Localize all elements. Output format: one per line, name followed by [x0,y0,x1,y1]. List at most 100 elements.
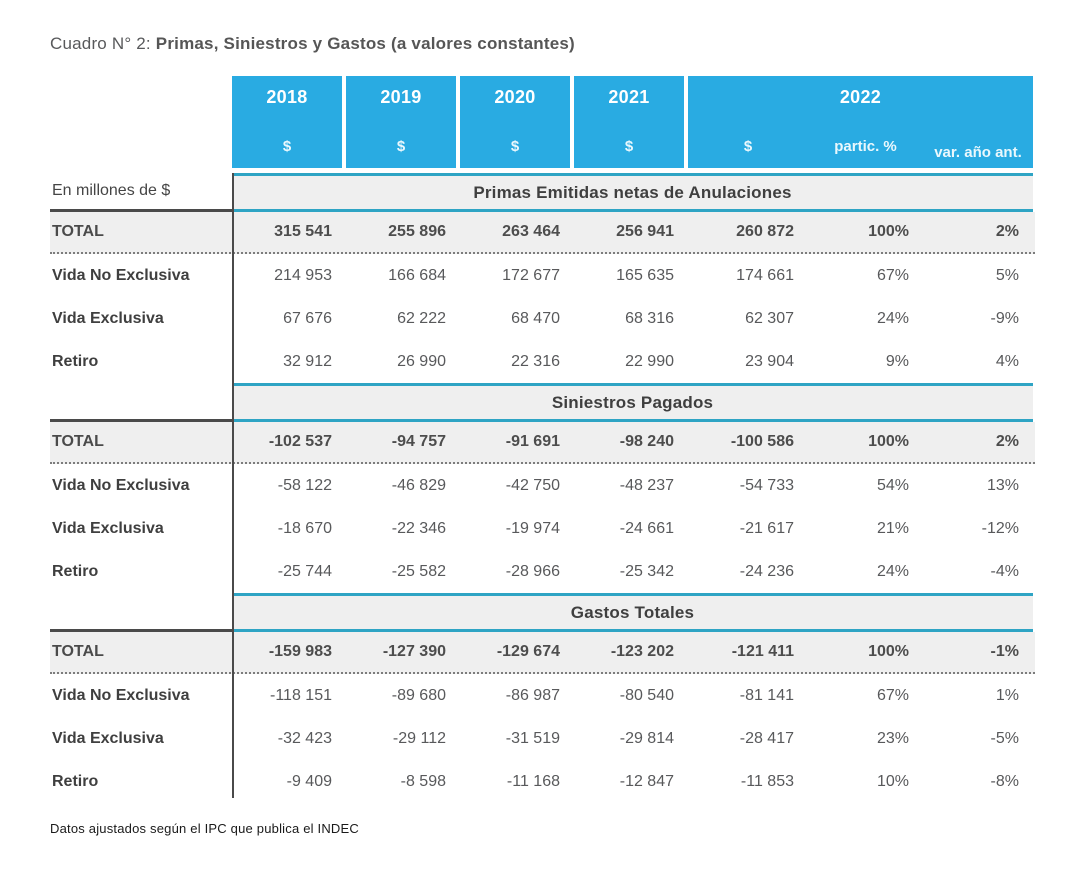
value-var: -1% [990,643,1019,660]
subheader-yoy-variation: var. año ant. [934,144,1022,161]
value-2021: -80 540 [619,686,674,704]
value-2021: 22 990 [625,352,674,370]
year-label: 2021 [608,87,650,107]
value-2020: 68 470 [511,309,560,327]
table-row: Vida No Exclusiva -118 151 -89 680 -86 9… [50,674,1035,717]
value-partic: 67% [876,266,909,284]
value-2020: -129 674 [496,643,560,660]
title-main: Primas, Siniestros y Gastos (a valores c… [155,34,575,53]
value-2021: -98 240 [619,433,674,450]
value-2019: 62 222 [397,309,446,327]
year-label: 2020 [494,87,536,107]
row-label: TOTAL [52,643,104,660]
value-partic: 24% [876,562,909,580]
value-2020: -91 691 [505,433,560,450]
value-2018: -32 423 [277,729,332,747]
table-row: Vida Exclusiva 67 676 62 222 68 470 68 3… [50,297,1035,340]
value-2018: 214 953 [274,266,332,284]
value-2018: 67 676 [283,309,332,327]
value-var: 13% [986,476,1019,494]
value-2022: -100 586 [730,433,794,450]
value-partic: 100% [868,643,909,660]
value-2021: -29 814 [619,729,674,747]
year-header-2021: 2021 $ [574,76,688,168]
row-label: TOTAL [52,433,104,450]
value-2022: 23 904 [745,352,794,370]
year-header-2019: 2019 $ [346,76,460,168]
subheader-currency: $ [743,138,753,155]
table-row-total: TOTAL -102 537 -94 757 -91 691 -98 240 -… [50,422,1035,464]
currency-label: $ [282,138,292,155]
table-row: Vida Exclusiva -32 423 -29 112 -31 519 -… [50,717,1035,760]
value-var: 2% [995,433,1019,450]
table-row-total: TOTAL 315 541 255 896 263 464 256 941 26… [50,212,1035,254]
value-2022: -121 411 [731,643,794,660]
page-title: Cuadro N° 2: Primas, Siniestros y Gastos… [50,34,1080,54]
value-2022: -11 853 [740,772,794,790]
table-row: Retiro -25 744 -25 582 -28 966 -25 342 -… [50,550,1035,593]
value-2021: -48 237 [619,476,674,494]
value-2020: -86 987 [505,686,560,704]
value-var: -12% [981,519,1019,537]
value-2018: -9 409 [286,772,332,790]
section-gastos: Gastos Totales TOTAL -159 983 -127 390 -… [50,593,1035,803]
value-partic: 21% [876,519,909,537]
value-2022: 62 307 [745,309,794,327]
value-2019: -94 757 [391,433,446,450]
subheader-participation: partic. % [834,138,897,155]
value-2021: -25 342 [619,562,674,580]
band-title: Primas Emitidas netas de Anulaciones [232,173,1033,212]
row-label: Vida No Exclusiva [52,266,190,284]
row-label: Vida No Exclusiva [52,686,190,704]
value-var: -8% [990,772,1019,790]
value-var: -5% [990,729,1019,747]
side-label-empty [50,593,232,632]
value-2022: -81 141 [739,686,794,704]
value-2022: -24 236 [739,562,794,580]
value-2021: -12 847 [619,772,674,790]
value-2018: -25 744 [277,562,332,580]
column-divider [232,173,234,798]
year-label: 2018 [266,87,308,107]
table-row: Vida No Exclusiva -58 122 -46 829 -42 75… [50,464,1035,507]
currency-label: $ [624,138,634,155]
header-spacer [50,76,232,168]
currency-label: $ [396,138,406,155]
currency-label: $ [510,138,520,155]
value-var: -4% [990,562,1019,580]
year-header-2018: 2018 $ [232,76,346,168]
year-header-2022-group: 2022 $ partic. % var. año ant. [688,76,1033,168]
value-2018: -58 122 [277,476,332,494]
2022-subheaders: $ partic. % var. año ant. [688,138,1033,168]
value-2020: -19 974 [505,519,560,537]
value-2019: 166 684 [388,266,446,284]
value-2020: 263 464 [502,223,560,240]
band-title: Siniestros Pagados [232,383,1033,422]
value-2019: -29 112 [392,729,446,747]
table-row: Vida No Exclusiva 214 953 166 684 172 67… [50,254,1035,297]
value-2019: -46 829 [391,476,446,494]
value-2019: -8 598 [400,772,446,790]
value-partic: 23% [876,729,909,747]
value-2020: -11 168 [506,772,560,790]
value-2022: 260 872 [736,223,794,240]
side-label-empty [50,383,232,422]
band-row: Siniestros Pagados [50,383,1035,422]
value-2019: -22 346 [391,519,446,537]
value-2019: -25 582 [391,562,446,580]
value-2020: 22 316 [511,352,560,370]
section-siniestros: Siniestros Pagados TOTAL -102 537 -94 75… [50,383,1035,593]
row-label: Retiro [52,562,99,580]
value-2021: -24 661 [619,519,674,537]
year-header-2020: 2020 $ [460,76,574,168]
year-label: 2019 [380,87,422,107]
band-title: Gastos Totales [232,593,1033,632]
value-2021: -123 202 [610,643,674,660]
value-2021: 165 635 [616,266,674,284]
value-2020: 172 677 [502,266,560,284]
band-row: En millones de $ Primas Emitidas netas d… [50,173,1035,212]
value-2021: 256 941 [616,223,674,240]
value-2022: -28 417 [739,729,794,747]
table-row: Retiro 32 912 26 990 22 316 22 990 23 90… [50,340,1035,383]
